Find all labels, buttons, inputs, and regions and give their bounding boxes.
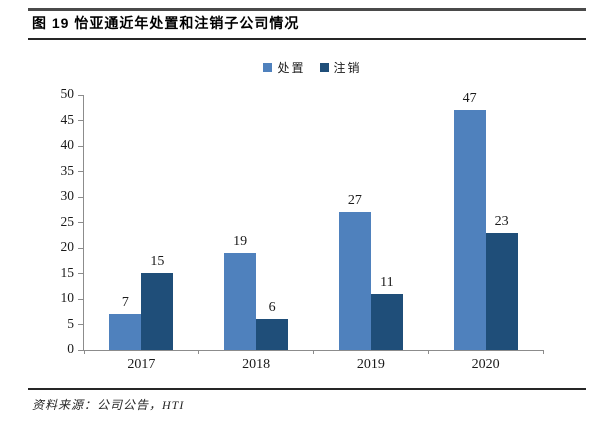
y-axis-tick: [78, 94, 84, 96]
bar-value-label: 47: [462, 91, 477, 106]
y-axis-tick: [78, 171, 84, 172]
y-axis-tick-label: 10: [60, 290, 75, 305]
x-axis-tick-label: 2019: [356, 357, 385, 372]
y-axis-tick-label: 0: [67, 341, 74, 356]
legend-item-zhuxiao: 注销: [319, 59, 362, 76]
y-axis-tick: [78, 324, 84, 325]
x-axis-tick: [83, 350, 85, 354]
y-axis-tick-label: 45: [60, 111, 75, 127]
bar-value-label: 15: [150, 254, 165, 269]
plot-area: 0 5 10 15 20 25 30 35 40 45 50 2017 7 15 2018 19 6 2019 27…: [61, 86, 544, 372]
y-axis-tick-label: 15: [60, 264, 75, 280]
y-axis-tick: [78, 273, 84, 274]
bar: [338, 212, 371, 350]
source-text: 资料来源：公司公告，HTI: [32, 398, 185, 412]
x-axis-tick: [427, 350, 429, 354]
chart-legend: 处置 注销: [83, 59, 542, 76]
y-axis-tick-label: 5: [67, 315, 74, 331]
y-axis-tick-label: 30: [60, 188, 75, 203]
y-axis-tick: [78, 247, 84, 249]
x-axis-tick: [313, 350, 314, 354]
bar-value-label: 19: [233, 234, 248, 249]
bar-value-label: 6: [268, 300, 276, 315]
bar: [370, 294, 403, 350]
x-axis-tick: [542, 350, 544, 354]
legend-item-chuzhi: 处置: [263, 59, 305, 76]
y-axis-tick-label: 50: [60, 86, 75, 101]
y-axis-tick: [78, 120, 84, 121]
legend-swatch-zhuxiao-icon: [319, 63, 329, 72]
y-axis-tick: [78, 222, 84, 223]
y-axis-tick-label: 40: [60, 137, 75, 152]
y-axis-tick: [78, 196, 84, 198]
bar: [141, 273, 174, 350]
y-axis-tick: [78, 298, 84, 300]
source-rule: [28, 388, 586, 390]
x-axis-tick-label: 2020: [471, 357, 500, 372]
bar-value-label: 23: [494, 214, 509, 229]
x-axis-tick-label: 2018: [242, 357, 271, 372]
bar-value-label: 11: [380, 275, 394, 290]
x-axis-tick: [198, 350, 200, 354]
top-rule: [28, 8, 586, 11]
y-axis-tick: [78, 349, 84, 351]
bar: [109, 314, 142, 350]
bar-value-label: 7: [121, 295, 129, 310]
bar: [485, 233, 518, 350]
legend-swatch-chuzhi-icon: [263, 63, 273, 72]
bar: [224, 253, 257, 350]
bar-value-label: 27: [347, 193, 362, 208]
y-axis-tick: [78, 145, 84, 147]
y-axis-tick-label: 20: [60, 239, 75, 254]
legend-label-zhuxiao: 注销: [333, 61, 362, 75]
figure-title: 图 19 怡亚通近年处置和注销子公司情况: [32, 15, 300, 31]
y-axis-tick-label: 35: [60, 162, 75, 178]
x-axis-tick-label: 2017: [127, 357, 156, 372]
bar: [453, 110, 486, 350]
bar: [256, 319, 289, 350]
legend-label-chuzhi: 处置: [277, 61, 306, 75]
y-axis-tick-label: 25: [60, 213, 75, 229]
title-rule: [28, 38, 586, 40]
